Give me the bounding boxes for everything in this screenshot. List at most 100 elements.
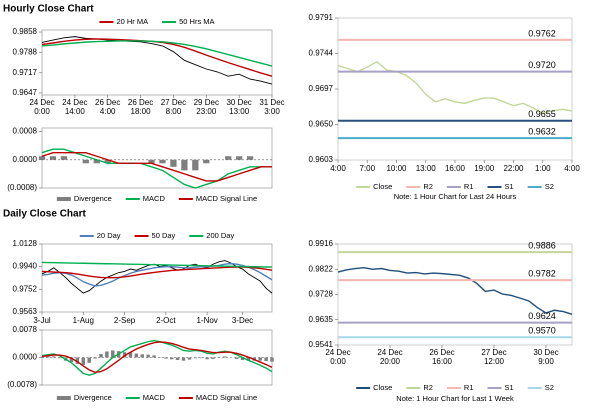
divergence-bar — [181, 357, 186, 361]
divergence-bar — [69, 357, 74, 363]
x-tick-label: 16:00 — [445, 164, 466, 173]
x-tick-label: 12:00 — [484, 357, 505, 366]
y-tick-label: 0.0008 — [13, 127, 38, 136]
x-tick-label: 16:00 — [432, 357, 453, 366]
x-tick-label: 2-Sep — [114, 316, 136, 325]
x-tick-label: 24 Dec — [325, 348, 350, 357]
divergence-bar — [87, 357, 91, 363]
x-tick-label: 31 Dec — [259, 98, 284, 107]
x-tick-label: 24 Dec — [29, 98, 54, 107]
level-label: 0.9886 — [528, 240, 556, 250]
x-tick-label: 13:00 — [416, 164, 437, 173]
legend-label: 50 Day — [152, 231, 176, 240]
divergence-bar — [205, 357, 209, 360]
divergence-bar — [93, 159, 100, 164]
x-tick-label: 1-Nov — [196, 316, 217, 325]
legend: 20 Hr MA 50 Hrs MA — [99, 17, 215, 26]
plot-area — [41, 329, 273, 386]
chart-note: Note: 1 Hour Chart for Last 1 Week — [396, 394, 514, 403]
legend-label: 200 Day — [206, 231, 234, 240]
y-tick-label: 0.9858 — [13, 27, 38, 36]
level-label: 0.9632 — [528, 126, 556, 136]
x-tick-label: 2-Oct — [156, 316, 176, 325]
level-label: 0.9762 — [528, 28, 556, 38]
legend-label: MACD — [143, 194, 166, 203]
section-heading: Hourly Close Chart — [3, 4, 94, 15]
x-tick-label: 1-Aug — [73, 316, 94, 325]
legend-label: S1 — [505, 383, 514, 392]
divergence-bar — [152, 355, 156, 358]
divergence-bar — [193, 357, 198, 359]
x-tick-label: 10:00 — [386, 164, 407, 173]
legend-label: R2 — [423, 383, 433, 392]
y-tick-label: 0.9647 — [13, 88, 38, 97]
divergence-bar — [49, 156, 57, 160]
level-label: 0.9655 — [528, 109, 556, 119]
divergence-bar — [246, 156, 254, 160]
legend-label: MACD — [143, 393, 166, 402]
legend-label: Divergence — [74, 393, 112, 402]
y-tick-label: (0.0078) — [7, 380, 37, 389]
x-tick-label: 1:00 — [535, 164, 551, 173]
series-line — [337, 60, 573, 114]
y-tick-label: 0.0000 — [13, 353, 38, 362]
divergence-bar — [146, 354, 150, 358]
divergence-bar — [81, 357, 86, 365]
x-tick-label: 0:00 — [330, 357, 346, 366]
divergence-bar — [223, 356, 227, 358]
legend-swatch — [56, 197, 71, 201]
divergence-bar — [240, 357, 245, 360]
series-line — [41, 152, 272, 182]
divergence-bar — [82, 159, 89, 164]
legend: Close R2 R1 S1 S2 — [356, 182, 554, 191]
legend: Close R2 R1 S1 S2 — [356, 383, 554, 392]
legend-label: 50 Hrs MA — [179, 17, 214, 26]
divergence-bar — [258, 357, 262, 361]
divergence-bar — [134, 353, 139, 358]
x-tick-label: 7:00 — [359, 164, 375, 173]
legend-label: S1 — [505, 182, 514, 191]
divergence-bar — [164, 357, 168, 359]
divergence-bar — [40, 356, 44, 358]
legend-label: R1 — [464, 182, 474, 191]
x-tick-label: 30 Dec — [226, 98, 251, 107]
divergence-bar — [60, 156, 68, 160]
x-tick-label: 26 Dec — [95, 98, 120, 107]
level-label: 0.9624 — [528, 311, 556, 321]
plot-area — [41, 29, 273, 96]
x-tick-label: 24 Dec — [62, 98, 87, 107]
y-tick-label: 0.9603 — [309, 155, 334, 164]
divergence-bar — [187, 357, 192, 360]
divergence-bar — [46, 356, 50, 358]
x-tick-label: 3-Dec — [232, 316, 253, 325]
divergence-bar — [52, 356, 56, 358]
legend-label: MACD Signal Line — [196, 393, 257, 402]
divergence-bar — [38, 156, 46, 160]
x-tick-label: 9:00 — [538, 357, 554, 366]
legend-label: 20 Day — [97, 231, 121, 240]
divergence-bar — [192, 159, 199, 171]
divergence-bar — [93, 357, 97, 359]
y-tick-label: 0.9752 — [13, 284, 38, 293]
x-tick-label: 3:00 — [264, 107, 280, 116]
series-line — [41, 36, 273, 85]
x-tick-label: 19:00 — [474, 164, 495, 173]
divergence-bar — [111, 350, 115, 358]
x-tick-label: 0:00 — [34, 107, 50, 116]
y-tick-label: (0.0008) — [7, 183, 37, 192]
legend-label: R2 — [423, 182, 433, 191]
x-tick-label: 24 Dec — [377, 348, 402, 357]
y-tick-label: 0.9635 — [309, 315, 334, 324]
y-tick-label: 0.0000 — [13, 155, 38, 164]
y-tick-label: 0.9916 — [309, 239, 334, 248]
divergence-bar — [270, 357, 274, 362]
y-tick-label: 0.9650 — [309, 120, 334, 129]
y-tick-label: 0.9744 — [309, 49, 334, 58]
divergence-bar — [75, 357, 80, 364]
x-tick-label: 29 Dec — [194, 98, 219, 107]
x-tick-label: 13:00 — [229, 107, 250, 116]
x-tick-label: 20:00 — [380, 357, 401, 366]
y-tick-label: 0.9697 — [309, 84, 334, 93]
plot-area — [337, 243, 573, 346]
